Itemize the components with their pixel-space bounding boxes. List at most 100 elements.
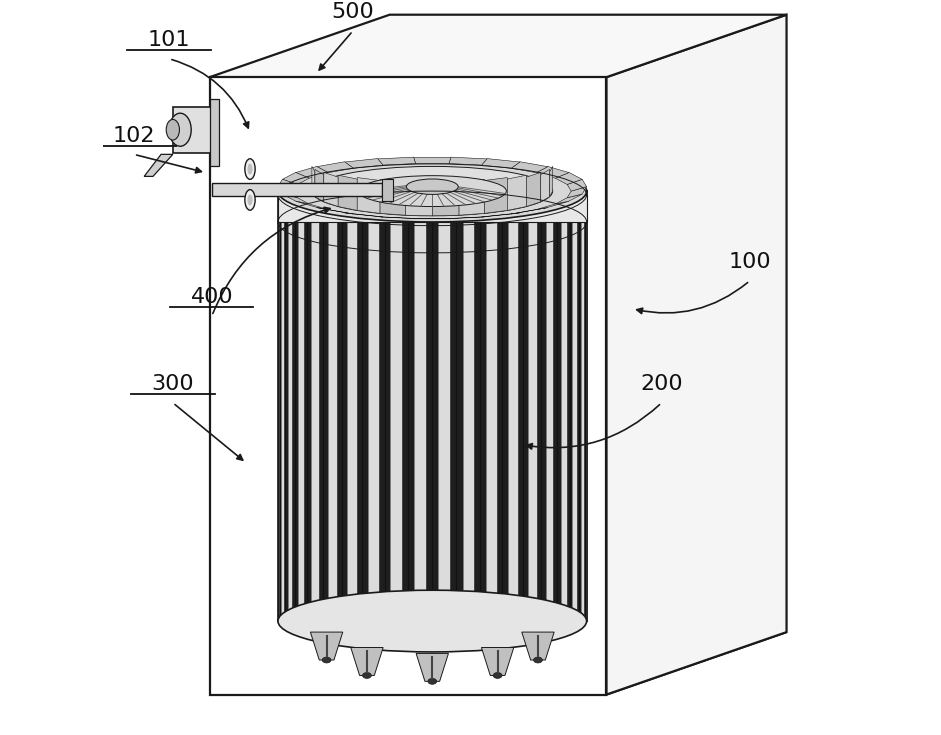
- Polygon shape: [416, 653, 449, 681]
- Polygon shape: [486, 197, 541, 207]
- Polygon shape: [385, 191, 408, 621]
- Polygon shape: [311, 166, 315, 196]
- Polygon shape: [432, 191, 456, 621]
- Polygon shape: [607, 15, 787, 695]
- Polygon shape: [579, 191, 584, 621]
- Polygon shape: [567, 179, 586, 191]
- Polygon shape: [358, 178, 380, 213]
- Text: 200: 200: [640, 374, 683, 394]
- Polygon shape: [278, 179, 297, 191]
- Polygon shape: [463, 191, 474, 621]
- Polygon shape: [528, 191, 537, 621]
- Ellipse shape: [247, 194, 252, 206]
- Polygon shape: [526, 173, 541, 207]
- Polygon shape: [282, 173, 310, 184]
- Polygon shape: [522, 632, 554, 660]
- Ellipse shape: [428, 678, 437, 684]
- Polygon shape: [295, 166, 328, 178]
- Polygon shape: [432, 181, 459, 216]
- Polygon shape: [482, 213, 520, 217]
- Polygon shape: [406, 204, 432, 216]
- Polygon shape: [584, 191, 586, 621]
- Polygon shape: [482, 159, 520, 168]
- Polygon shape: [317, 162, 354, 173]
- Polygon shape: [511, 207, 548, 214]
- Polygon shape: [432, 204, 459, 216]
- Polygon shape: [323, 191, 342, 621]
- Polygon shape: [295, 201, 328, 209]
- Ellipse shape: [245, 190, 255, 210]
- Polygon shape: [380, 204, 417, 215]
- Polygon shape: [358, 202, 402, 213]
- Polygon shape: [555, 194, 582, 204]
- Text: 100: 100: [728, 252, 771, 272]
- Polygon shape: [570, 191, 579, 621]
- Polygon shape: [414, 157, 451, 163]
- Polygon shape: [581, 191, 583, 621]
- Polygon shape: [297, 191, 304, 621]
- Polygon shape: [391, 191, 402, 621]
- Polygon shape: [475, 200, 526, 210]
- Polygon shape: [382, 179, 393, 201]
- Polygon shape: [495, 194, 550, 202]
- Polygon shape: [173, 107, 212, 153]
- Polygon shape: [362, 191, 385, 621]
- Ellipse shape: [322, 657, 331, 663]
- Polygon shape: [368, 191, 378, 621]
- Polygon shape: [439, 191, 451, 621]
- Polygon shape: [486, 191, 497, 621]
- Polygon shape: [278, 191, 279, 621]
- Ellipse shape: [362, 673, 372, 678]
- Polygon shape: [295, 191, 308, 621]
- Polygon shape: [546, 191, 553, 621]
- Ellipse shape: [278, 160, 586, 222]
- Polygon shape: [541, 170, 550, 202]
- Text: 101: 101: [148, 30, 190, 50]
- Polygon shape: [288, 191, 292, 621]
- Polygon shape: [508, 191, 518, 621]
- Polygon shape: [285, 191, 295, 621]
- Polygon shape: [324, 173, 338, 207]
- Polygon shape: [500, 191, 552, 196]
- Ellipse shape: [311, 166, 552, 216]
- Polygon shape: [377, 157, 416, 165]
- Polygon shape: [311, 191, 319, 621]
- Polygon shape: [327, 191, 337, 621]
- Polygon shape: [279, 191, 285, 621]
- Polygon shape: [536, 166, 569, 178]
- Polygon shape: [555, 173, 582, 184]
- Polygon shape: [346, 191, 357, 621]
- Polygon shape: [507, 175, 526, 210]
- Polygon shape: [317, 207, 354, 214]
- Polygon shape: [485, 178, 507, 213]
- Polygon shape: [536, 201, 569, 209]
- Polygon shape: [311, 191, 364, 196]
- Polygon shape: [315, 194, 370, 202]
- Polygon shape: [456, 191, 480, 621]
- Polygon shape: [144, 154, 173, 176]
- Ellipse shape: [245, 159, 255, 179]
- Polygon shape: [414, 191, 426, 621]
- Polygon shape: [210, 632, 787, 695]
- Polygon shape: [462, 202, 507, 213]
- Polygon shape: [406, 181, 432, 216]
- Polygon shape: [344, 159, 383, 168]
- Polygon shape: [449, 157, 487, 165]
- Ellipse shape: [278, 590, 586, 652]
- Polygon shape: [212, 183, 382, 196]
- Ellipse shape: [167, 120, 180, 140]
- Polygon shape: [408, 191, 432, 621]
- Text: 400: 400: [190, 287, 233, 307]
- Polygon shape: [311, 632, 343, 660]
- Ellipse shape: [407, 179, 458, 195]
- Polygon shape: [377, 217, 416, 219]
- Polygon shape: [282, 194, 310, 204]
- Polygon shape: [482, 648, 514, 675]
- Polygon shape: [308, 191, 323, 621]
- Polygon shape: [561, 191, 566, 621]
- Polygon shape: [344, 213, 383, 217]
- Polygon shape: [338, 175, 358, 210]
- Ellipse shape: [534, 657, 542, 663]
- Polygon shape: [480, 191, 502, 621]
- Polygon shape: [557, 191, 570, 621]
